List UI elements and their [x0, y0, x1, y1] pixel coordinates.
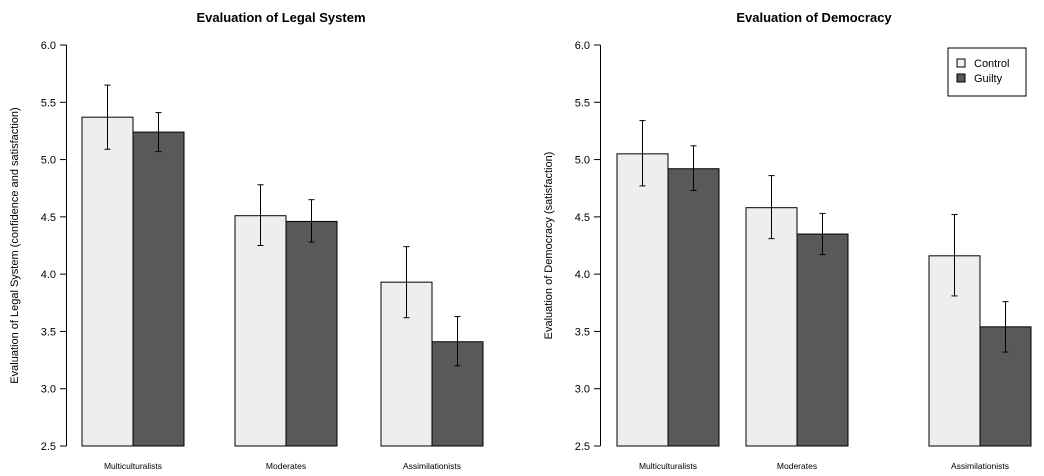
y-tick-label: 4.5 — [575, 212, 590, 224]
y-axis-label: Evaluation of Democracy (satisfaction) — [543, 152, 555, 340]
bar-control — [616, 153, 669, 447]
bar-guilty — [796, 233, 849, 447]
y-tick-label: 5.5 — [575, 97, 590, 109]
category-label: Moderates — [777, 461, 817, 471]
y-tick-label: 4.0 — [41, 269, 56, 281]
y-tick-label: 3.0 — [41, 384, 56, 396]
chart-panel-democracy: Evaluation of Democracy 2.5 3.0 3.5 4.0 4.5 5.… — [543, 10, 1032, 471]
bar-guilty — [285, 220, 338, 447]
bar-control — [81, 116, 134, 447]
legend-box — [947, 47, 1027, 97]
category-label: Moderates — [266, 461, 306, 471]
y-tick-label: 5.0 — [575, 155, 590, 167]
bar-control — [234, 215, 287, 447]
category-label: Multiculturalists — [104, 461, 162, 471]
y-axis-label: Evaluation of Legal System (confidence a… — [9, 107, 21, 383]
chart-panel-legal-system: Evaluation of Legal System 2.5 3.0 3.5 4.0 4.… — [9, 10, 484, 471]
category-label: Assimilationists — [403, 461, 461, 471]
bar-control — [745, 207, 798, 447]
y-tick-label: 2.5 — [41, 441, 56, 453]
y-tick-label: 5.0 — [41, 155, 56, 167]
chart-title: Evaluation of Democracy — [736, 10, 892, 25]
category-label: Multiculturalists — [639, 461, 697, 471]
y-tick-label: 3.5 — [41, 326, 56, 338]
y-tick-label: 3.5 — [575, 326, 590, 338]
bar-guilty — [132, 131, 185, 447]
category-label: Assimilationists — [951, 461, 1009, 471]
chart-title: Evaluation of Legal System — [196, 10, 365, 25]
y-tick-label: 3.0 — [575, 384, 590, 396]
legend-swatch-control — [956, 58, 966, 68]
y-tick-label: 6.0 — [41, 40, 56, 52]
y-tick-label: 4.0 — [575, 269, 590, 281]
y-tick-label: 5.5 — [41, 97, 56, 109]
legend-label-control: Control — [974, 58, 1009, 70]
legend-label-guilty: Guilty — [974, 73, 1003, 85]
y-tick-label: 6.0 — [575, 40, 590, 52]
legend-swatch-guilty — [956, 73, 966, 83]
bar-guilty — [667, 168, 720, 447]
y-tick-label: 4.5 — [41, 212, 56, 224]
y-tick-label: 2.5 — [575, 441, 590, 453]
